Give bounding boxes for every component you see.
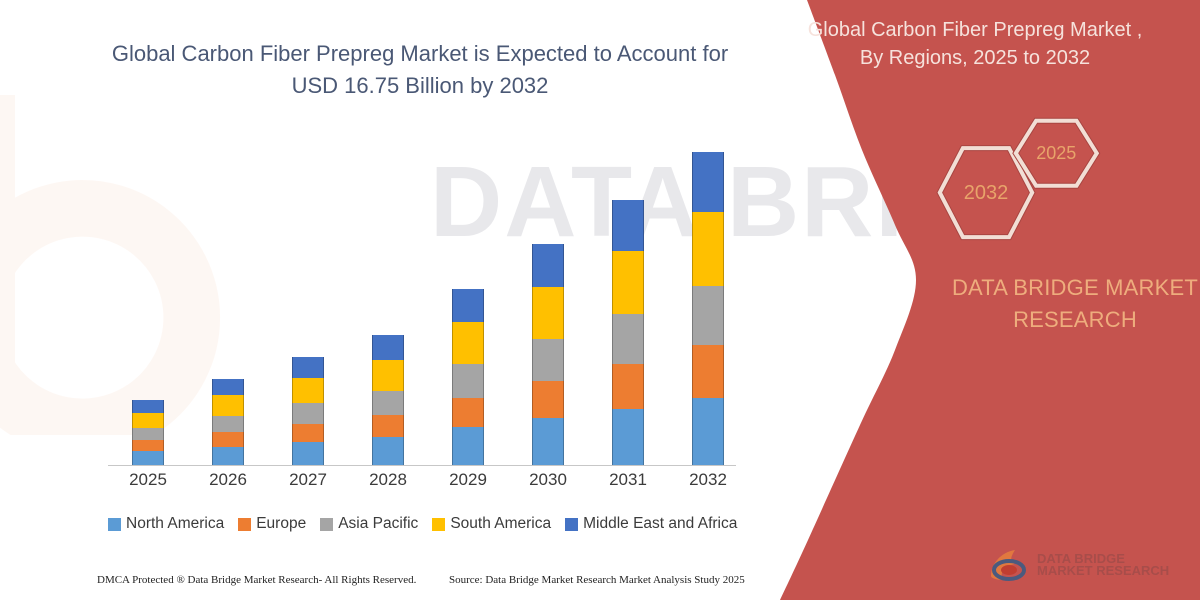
svg-text:2025: 2025 — [1036, 143, 1076, 163]
svg-text:2032: 2032 — [964, 182, 1009, 204]
